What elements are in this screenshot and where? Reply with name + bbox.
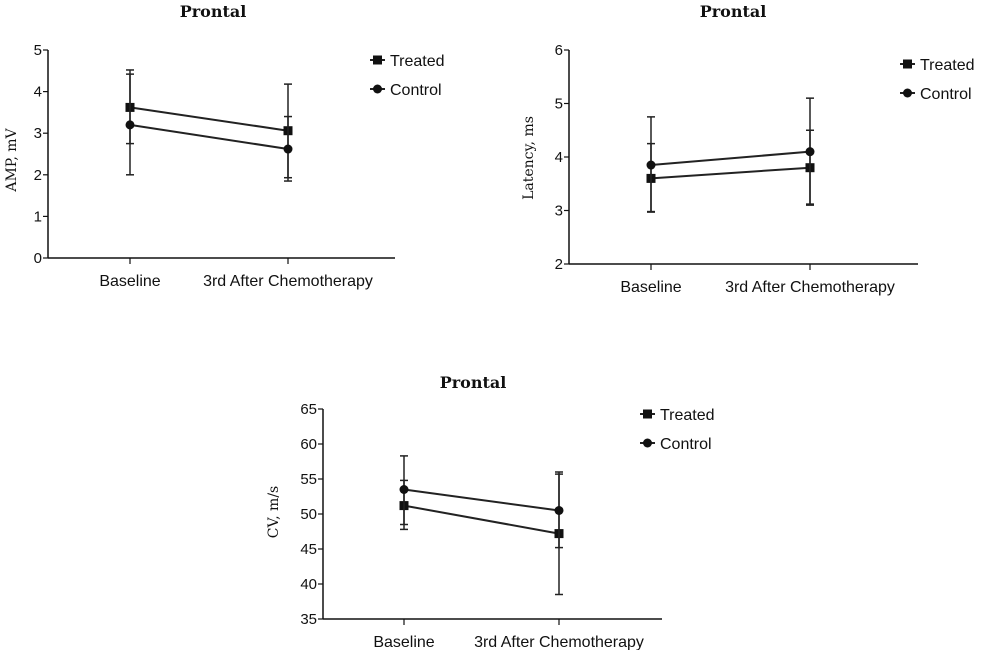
y-axis-label: AMP, mV xyxy=(4,127,20,192)
legend-label: Control xyxy=(920,86,972,103)
x-tick-label: Baseline xyxy=(620,279,681,296)
data-point-control xyxy=(646,160,656,170)
chart-cv: Prontal CV, m/s 35 40 45 50 55 60 65 Baseline 3r… xyxy=(266,373,715,650)
y-tick-label: 3 xyxy=(34,125,42,142)
x-tick-label: 3rd After Chemotherapy xyxy=(474,634,644,650)
x-tick-label: 3rd After Chemotherapy xyxy=(203,273,373,290)
y-axis-label: Latency, ms xyxy=(521,116,537,200)
series-line-control xyxy=(403,488,560,512)
legend-label: Control xyxy=(390,82,442,99)
chart-title: Prontal xyxy=(180,2,247,21)
data-point-control xyxy=(283,144,293,154)
legend-label: Treated xyxy=(920,57,975,74)
data-point-control xyxy=(399,485,409,494)
chart-title: Prontal xyxy=(440,373,507,392)
legend-marker xyxy=(903,88,912,98)
y-tick-label: 50 xyxy=(300,506,317,523)
legend-label: Control xyxy=(660,436,712,453)
y-tick-label: 60 xyxy=(300,436,317,453)
legend-marker xyxy=(643,438,652,448)
y-tick-label: 45 xyxy=(300,541,317,558)
legend-marker xyxy=(643,409,652,419)
chart-amp: Prontal AMP, mV 0 1 2 3 4 5 Baseline 3rd After … xyxy=(4,2,445,290)
data-point-control xyxy=(125,120,135,130)
legend-marker xyxy=(903,59,912,69)
series-line-control xyxy=(129,123,289,150)
y-tick-label: 2 xyxy=(34,167,42,184)
x-tick-label: Baseline xyxy=(99,273,160,290)
legend-marker xyxy=(373,55,382,65)
y-tick-label: 0 xyxy=(34,250,42,267)
y-tick-label: 55 xyxy=(300,471,317,488)
x-tick-label: 3rd After Chemotherapy xyxy=(725,279,895,296)
series-line-control xyxy=(650,150,811,167)
y-tick-label: 65 xyxy=(300,401,317,418)
y-tick-label: 5 xyxy=(555,96,563,113)
y-tick-label: 4 xyxy=(34,84,42,101)
legend-marker xyxy=(373,84,382,94)
legend-label: Treated xyxy=(390,53,445,70)
series-line-treated xyxy=(403,504,560,535)
chart-title: Prontal xyxy=(700,2,767,21)
chart-latency: Prontal Latency, ms 2 3 4 5 6 Baseline 3rd Aft… xyxy=(521,2,975,296)
legend-label: Treated xyxy=(660,407,715,424)
y-tick-label: 40 xyxy=(300,576,317,593)
data-point-control xyxy=(805,147,815,157)
y-tick-label: 5 xyxy=(34,42,42,59)
series-line-treated xyxy=(129,106,289,132)
series-line-treated xyxy=(650,166,811,180)
y-axis-label: CV, m/s xyxy=(266,486,282,538)
y-tick-label: 4 xyxy=(555,149,563,166)
y-tick-label: 2 xyxy=(555,256,563,273)
x-tick-label: Baseline xyxy=(373,634,434,650)
y-tick-label: 3 xyxy=(555,203,563,220)
y-tick-label: 1 xyxy=(34,208,42,225)
y-tick-label: 6 xyxy=(555,42,563,59)
y-tick-label: 35 xyxy=(300,611,317,628)
data-point-control xyxy=(554,506,564,515)
